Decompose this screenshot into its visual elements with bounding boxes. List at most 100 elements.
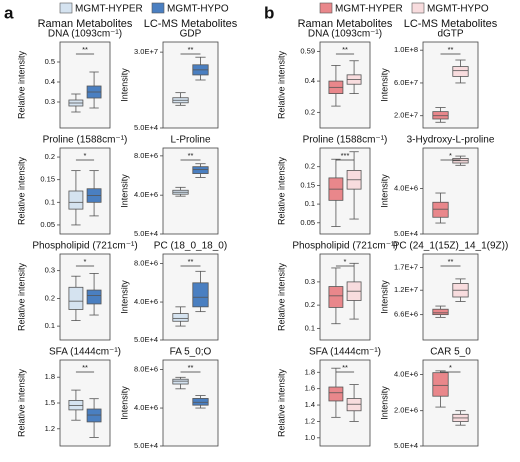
significance-label: ** [342, 363, 348, 372]
box [452, 66, 469, 77]
significance-label: ** [82, 363, 88, 372]
y-tick-label: 0.2 [305, 162, 315, 171]
y-tick-label: 5.0E+4 [134, 335, 158, 344]
plot-frame [422, 41, 479, 129]
y-axis-label: Intensity [119, 174, 129, 208]
y-tick-label: 0.5 [45, 57, 55, 66]
y-tick-label: 5.0E+4 [134, 229, 158, 238]
significance-label: ** [448, 257, 454, 266]
y-tick-label: 1.2E+7 [394, 285, 418, 294]
y-tick-label: 0.05 [300, 218, 315, 227]
legend-swatch [411, 2, 425, 14]
y-tick-label: 8.0E+6 [134, 151, 158, 160]
y-tick-label: 1.4 [305, 400, 315, 409]
box [328, 286, 344, 308]
y-tick-label: 4.0E+6 [394, 369, 418, 378]
y-tick-label: 0.2 [305, 107, 315, 116]
box [432, 201, 449, 218]
chart-title: Phospholipid (721cm⁻¹) [32, 241, 137, 252]
box [432, 111, 449, 120]
box [172, 378, 189, 385]
box [432, 308, 449, 316]
y-tick-label: 2.0E+7 [394, 111, 418, 120]
chart-title: FA 5_0;O [170, 347, 212, 358]
plot-frame [162, 41, 219, 129]
y-tick-label: 0.15 [300, 180, 315, 189]
legend-label: MGMT-HYPER [335, 4, 403, 15]
box [432, 372, 449, 397]
column-header: LC-MS Metabolites [144, 18, 238, 30]
legend-swatch [319, 2, 333, 14]
box [68, 190, 84, 210]
box [68, 400, 84, 411]
chart-title: SFA (1444cm⁻¹) [309, 347, 381, 358]
significance-label: ** [188, 151, 194, 160]
chart-title: PC (18_0_18_0) [154, 241, 227, 252]
significance-label: ** [342, 45, 348, 54]
y-tick-label: 5.0E+4 [394, 229, 418, 238]
chart-title: Proline (1588cm⁻¹) [43, 135, 128, 146]
chart-title: L-Proline [170, 135, 210, 146]
box [328, 386, 344, 402]
y-axis-label: Relative intensity [276, 262, 286, 331]
y-axis-label: Relative intensity [276, 368, 286, 437]
plot-frame [162, 359, 219, 447]
significance-label: * [449, 363, 452, 372]
chart-title: GDP [180, 29, 202, 40]
y-tick-label: 0.59 [300, 46, 315, 55]
significance-label: ** [188, 45, 194, 54]
y-tick-label: 1.8 [305, 367, 315, 376]
y-tick-label: 0.1 [305, 199, 315, 208]
box [172, 313, 189, 322]
y-axis-label: Relative intensity [16, 262, 26, 331]
y-tick-label: 1.0E+8 [394, 45, 418, 54]
y-tick-label: 4.0E+6 [134, 190, 158, 199]
panel-letter: a [4, 3, 14, 22]
chart-title: SFA (1444cm⁻¹) [49, 347, 121, 358]
chart-title: Proline (1588cm⁻¹) [303, 135, 388, 146]
y-tick-label: 4.0E+6 [394, 183, 418, 192]
plot-frame [319, 147, 371, 235]
box [86, 289, 102, 305]
y-tick-label: 8.0E+6 [134, 365, 158, 374]
y-axis-label: Relative intensity [16, 50, 26, 119]
box [192, 398, 209, 406]
plot-frame [319, 253, 371, 341]
y-tick-label: 0.2 [45, 293, 55, 302]
chart-title: DNA (1093cm⁻¹) [48, 29, 122, 40]
panel-letter: b [264, 3, 274, 22]
y-axis-label: Intensity [379, 386, 389, 420]
plot-frame [422, 253, 479, 341]
significance-label: ** [188, 363, 194, 372]
box [192, 282, 209, 308]
plot-frame [59, 41, 111, 129]
plot-frame [162, 147, 219, 235]
significance-label: ** [82, 45, 88, 54]
y-tick-label: 1.2 [45, 424, 55, 433]
y-tick-label: 1.0 [305, 433, 315, 442]
y-tick-label: 8.0E+6 [134, 259, 158, 268]
y-axis-label: Relative intensity [276, 50, 286, 119]
plot-frame [422, 147, 479, 235]
significance-label: ** [188, 257, 194, 266]
significance-label: *** [341, 151, 350, 160]
y-tick-label: 5.0E+4 [134, 123, 158, 132]
y-tick-label: 1.5 [45, 398, 55, 407]
y-tick-label: 1.6 [305, 384, 315, 393]
box [86, 408, 102, 423]
chart-title: dGTP [437, 29, 463, 40]
significance-label: * [84, 151, 87, 160]
significance-label: * [344, 257, 347, 266]
plot-frame [59, 359, 111, 447]
legend-label: MGMT-HYPO [427, 4, 489, 15]
y-axis-label: Intensity [119, 386, 129, 420]
y-tick-label: 0.1 [45, 321, 55, 330]
y-tick-label: 0.4 [45, 77, 55, 86]
y-tick-label: 0.2 [45, 152, 55, 161]
chart-title: CAR 5_0 [430, 347, 471, 358]
y-tick-label: 0.1 [45, 197, 55, 206]
y-tick-label: 6.0E+7 [394, 78, 418, 87]
box [346, 398, 362, 412]
significance-label: ** [448, 45, 454, 54]
